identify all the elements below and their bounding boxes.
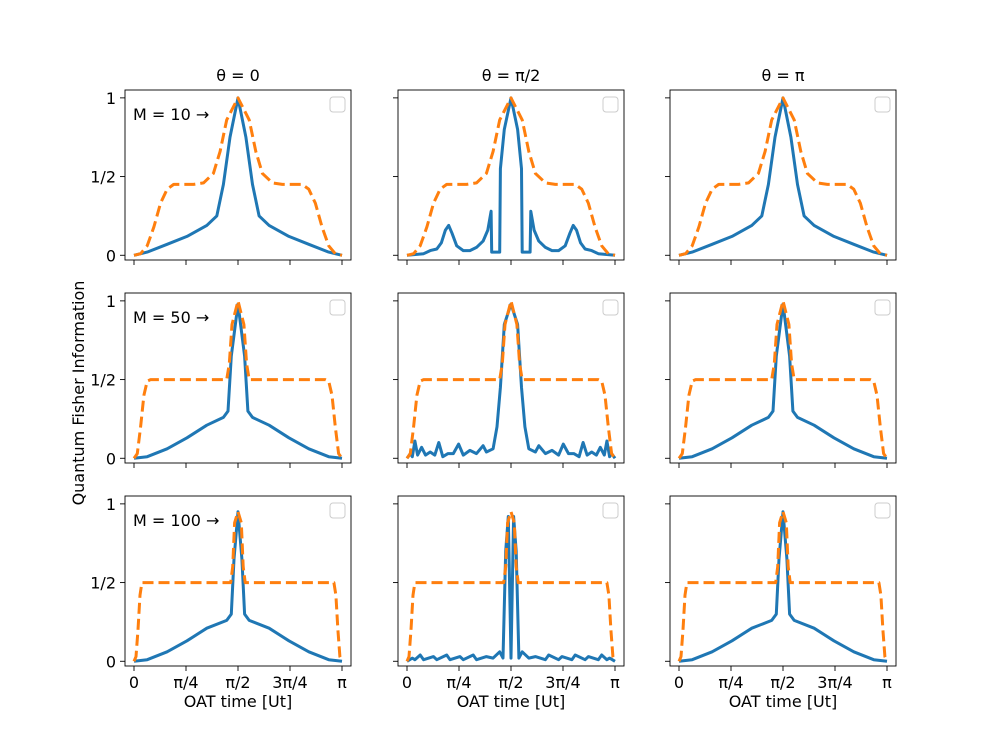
x-tick-label: π/2 bbox=[770, 673, 795, 692]
axes-frame bbox=[397, 495, 625, 667]
x-tick-label: π/4 bbox=[446, 673, 471, 692]
solid-line bbox=[678, 510, 888, 663]
panel-r2-c2: 0 π/4 π/2 3π/4 π OAT time [Ut] bbox=[665, 495, 897, 711]
panel-grid: 0 1/2 1 θ = 0 M = 10 → θ = π/2 θ = π 0 1/2 1 M = 5… bbox=[90, 66, 897, 711]
y-tick-label: 0 bbox=[106, 246, 116, 265]
x-tick-label: π bbox=[882, 673, 892, 692]
x-tick-label: 0 bbox=[129, 673, 139, 692]
row-annotation: M = 50 → bbox=[133, 308, 209, 327]
axes-frame bbox=[669, 495, 897, 667]
x-axis-label: OAT time [Ut] bbox=[457, 692, 566, 711]
solid-line bbox=[406, 515, 616, 663]
dashed-line bbox=[677, 510, 889, 662]
y-tick-label: 0 bbox=[106, 652, 116, 671]
legend-box bbox=[602, 96, 619, 113]
column-title: θ = 0 bbox=[216, 66, 260, 85]
y-tick-label: 1/2 bbox=[90, 574, 116, 593]
solid-line bbox=[133, 510, 343, 663]
y-tick-label: 1/2 bbox=[90, 371, 116, 390]
x-axis-label: OAT time [Ut] bbox=[729, 692, 838, 711]
y-tick-label: 1/2 bbox=[90, 168, 116, 187]
x-tick-label: 0 bbox=[402, 673, 412, 692]
solid-line bbox=[133, 302, 343, 460]
axes-frame bbox=[397, 89, 625, 261]
dashed-line bbox=[133, 96, 343, 257]
dashed-line bbox=[132, 299, 344, 460]
row-annotation: M = 10 → bbox=[133, 105, 209, 124]
panel-r1-c2 bbox=[665, 292, 897, 468]
y-tick-label: 1 bbox=[106, 292, 116, 311]
column-title: θ = π bbox=[762, 66, 805, 85]
solid-line bbox=[406, 96, 616, 257]
x-axis-label: OAT time [Ut] bbox=[184, 692, 293, 711]
y-tick-label: 1 bbox=[106, 495, 116, 514]
panel-r0-c0: 0 1/2 1 θ = 0 M = 10 → bbox=[90, 66, 352, 265]
x-tick-label: π bbox=[610, 673, 620, 692]
x-tick-label: π/4 bbox=[173, 673, 198, 692]
x-tick-label: 3π/4 bbox=[545, 673, 580, 692]
y-axis-label: Quantum Fisher Information bbox=[69, 281, 88, 506]
legend-box bbox=[329, 299, 346, 316]
x-tick-label: 3π/4 bbox=[272, 673, 307, 692]
axes-frame bbox=[669, 292, 897, 464]
panel-r0-c2: θ = π bbox=[665, 66, 897, 265]
legend-box bbox=[874, 502, 891, 519]
axes-frame bbox=[669, 89, 897, 261]
legend-box bbox=[329, 502, 346, 519]
y-tick-label: 0 bbox=[106, 449, 116, 468]
panel-r0-c1: θ = π/2 bbox=[393, 66, 625, 265]
dashed-line bbox=[677, 299, 889, 460]
solid-line bbox=[678, 302, 888, 460]
axes-frame bbox=[397, 292, 625, 464]
axes-frame bbox=[124, 89, 352, 261]
row-annotation: M = 100 → bbox=[133, 511, 219, 530]
legend-box bbox=[602, 299, 619, 316]
x-tick-label: π bbox=[337, 673, 347, 692]
dashed-line bbox=[678, 96, 888, 257]
panel-r1-c0: 0 1/2 1 M = 50 → bbox=[90, 292, 352, 468]
legend-box bbox=[874, 299, 891, 316]
x-tick-label: 0 bbox=[674, 673, 684, 692]
dashed-line bbox=[132, 510, 344, 662]
panel-r1-c1 bbox=[393, 292, 625, 468]
axes-frame bbox=[124, 495, 352, 667]
y-tick-label: 1 bbox=[106, 89, 116, 108]
column-title: θ = π/2 bbox=[482, 66, 541, 85]
dashed-line bbox=[406, 96, 616, 257]
x-tick-label: π/2 bbox=[498, 673, 523, 692]
x-tick-label: π/2 bbox=[225, 673, 250, 692]
dashed-line bbox=[405, 299, 617, 460]
legend-box bbox=[602, 502, 619, 519]
legend-box bbox=[874, 96, 891, 113]
panel-r2-c0: 0 π/4 π/2 3π/4 π 0 1/2 1 M = 100 → OAT time [Ut] bbox=[90, 495, 352, 711]
legend-box bbox=[329, 96, 346, 113]
x-tick-label: π/4 bbox=[718, 673, 743, 692]
dashed-line bbox=[405, 510, 617, 662]
solid-line bbox=[405, 302, 617, 460]
x-tick-label: 3π/4 bbox=[817, 673, 852, 692]
panel-r2-c1: 0 π/4 π/2 3π/4 π OAT time [Ut] bbox=[393, 495, 625, 711]
axes-frame bbox=[124, 292, 352, 464]
solid-line bbox=[678, 96, 888, 257]
